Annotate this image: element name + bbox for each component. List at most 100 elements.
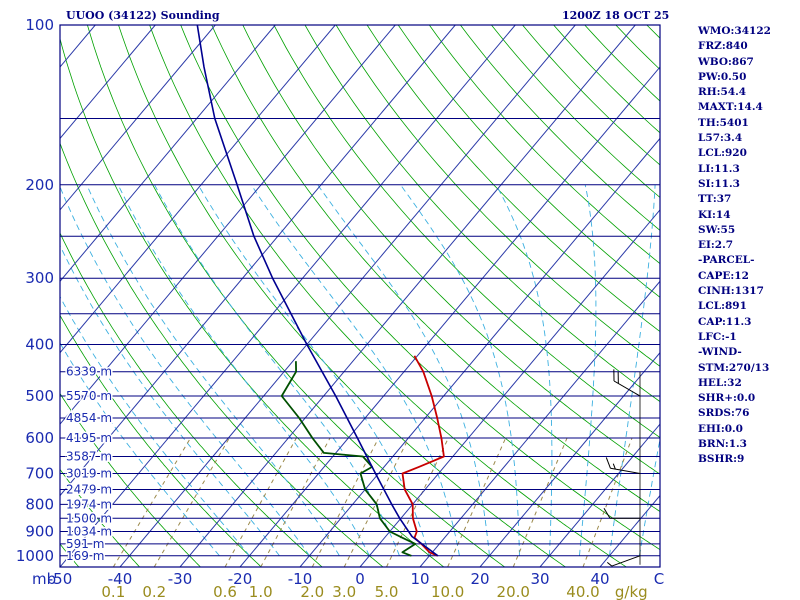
height-label: 591 m [66,537,104,551]
mixing-ratio-label: 0.2 [142,583,166,600]
index-item: SI:11.3 [698,177,740,190]
dry-adiabat [0,25,18,567]
temperature-tick-label: -30 [168,570,193,588]
index-item: STM:270/13 [698,361,770,374]
pressure-tick-label: 600 [25,429,54,447]
height-label: 3019 m [66,467,112,481]
mixing-ratio-label: 40.0 [566,583,599,600]
height-label: 4195 m [66,431,112,445]
pressure-tick-label: 800 [25,495,54,513]
moist-adiabat [197,184,430,556]
index-item: WMO:34122 [698,25,771,37]
wind-barb-half-flag [612,463,616,470]
isotherm [359,209,660,567]
mixing-ratio-label: 1.0 [249,583,273,600]
mixing-ratio-label: 2.0 [300,583,324,600]
isotherm [479,351,660,567]
mixing-ratio-label: 20.0 [497,583,530,600]
index-item: EHI:0.0 [698,422,743,435]
dry-adiabat [397,25,660,298]
isotherm [60,25,516,567]
index-item: BSHR:9 [698,453,745,466]
index-item: SW:55 [698,223,736,236]
dry-adiabat [118,25,566,567]
index-item: EI:2.7 [698,239,734,252]
index-item: LCL:920 [698,147,747,160]
index-item: SHR+:0.0 [698,392,756,405]
height-label: 1034 m [66,524,112,538]
height-label: 6339 m [66,365,112,379]
moist-adiabat [578,184,597,556]
wind-barb-flag [617,371,619,384]
pressure-tick-label: 1000 [16,547,54,565]
isotherm [239,66,660,567]
mixing-ratio-line [582,437,633,567]
wind-barb-half-flag [606,561,613,567]
temperature-tick-label: -40 [108,570,133,588]
mixing-ratio-label: 0.6 [213,583,237,600]
station-title: UUOO (34122) Sounding [66,9,220,22]
mixing-ratio-label: 0.1 [101,583,125,600]
pressure-tick-label: 700 [25,465,54,483]
temperature-tick-label: 40 [590,570,609,588]
mixing-ratio-line [260,437,331,567]
isotherm [0,25,35,567]
index-item: -WIND- [698,346,742,359]
temperature-unit-label: C [654,570,664,588]
isotherm [60,25,276,283]
moist-adiabat [250,184,460,556]
index-item: SRDS:76 [698,407,750,420]
index-item: CAP:11.3 [698,315,752,328]
index-item: KI:14 [698,208,731,221]
pressure-tick-label: 200 [25,176,54,194]
wind-barb-flag [605,457,611,469]
index-item: LI:11.3 [698,162,740,175]
dry-adiabat [304,25,660,403]
dry-adiabat [60,37,445,567]
isotherm [60,25,156,140]
pressure-tick-label: 300 [25,269,54,287]
isotherm [60,25,456,497]
index-item: L57:3.4 [698,132,743,145]
mixing-ratio-line [386,437,449,567]
mixing-ratio-line [311,437,380,567]
mixing-ratio-line [343,437,410,567]
isotherm [60,25,216,211]
pressure-tick-label: 500 [25,387,54,405]
mixing-ratio-label: 3.0 [332,583,356,600]
moist-adiabat [86,184,340,557]
temperature-tick-label: -50 [48,570,73,588]
index-item: WBO:867 [698,55,754,68]
height-label: 169 m [66,549,104,563]
moist-adiabat [608,184,656,556]
mixing-ratio-line [512,437,568,567]
index-item: TH:5401 [698,116,749,129]
temperature-tick-label: 0 [355,570,365,588]
index-item: LCL:891 [698,300,747,313]
pressure-tick-label: 100 [25,16,54,34]
pressure-unit-label: mb [32,570,56,588]
wind-barb [613,369,641,397]
index-item: PW:0.50 [698,70,747,83]
dry-adiabat [60,314,262,567]
index-item: CINH:1317 [698,285,764,298]
temperature-tick-label: 30 [530,570,549,588]
height-label: 4854 m [66,411,112,425]
temperature-tick-label: -10 [288,570,313,588]
pressure-tick-label: 400 [25,336,54,354]
dry-adiabat [60,468,140,567]
wind-barb [603,508,640,519]
index-item: TT:37 [698,193,732,206]
mixing-ratio-line [224,437,297,567]
dry-adiabat [428,25,660,265]
dewpoint-trace [280,361,417,557]
isotherm [419,280,660,567]
dry-adiabat [60,392,201,567]
moist-adiabat [638,437,660,556]
parcel-path-trace [196,25,439,557]
plot-frame [59,24,661,568]
index-item: -PARCEL- [698,254,755,267]
dry-adiabat [273,25,660,439]
height-label: 3587 m [66,449,112,463]
